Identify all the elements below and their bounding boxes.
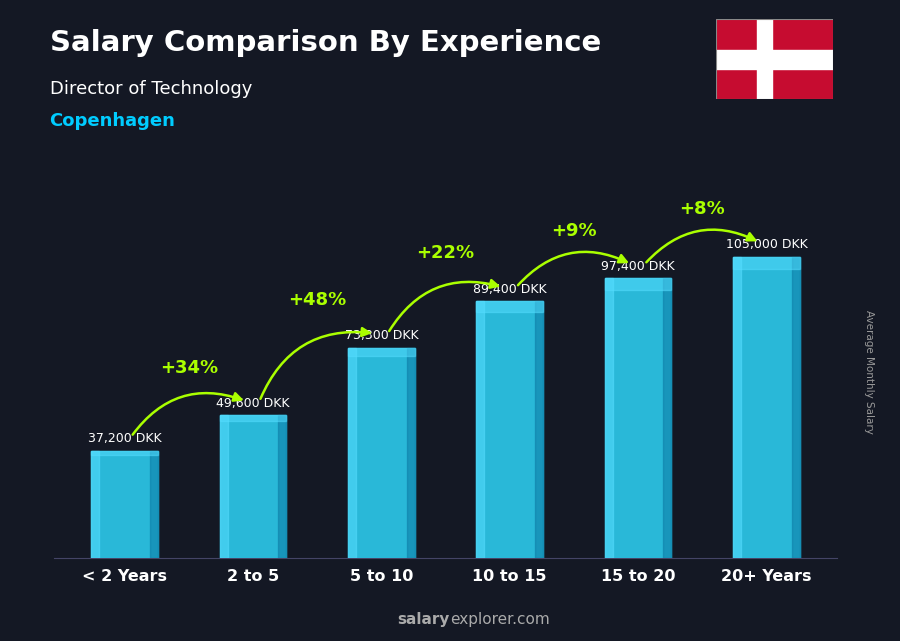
Text: 37,200 DKK: 37,200 DKK bbox=[88, 433, 161, 445]
Text: Director of Technology: Director of Technology bbox=[50, 80, 252, 98]
Bar bbox=[733, 256, 800, 269]
Bar bbox=[220, 415, 286, 558]
Bar bbox=[348, 347, 356, 558]
Bar bbox=[605, 278, 613, 558]
Bar bbox=[220, 415, 286, 421]
Bar bbox=[535, 301, 543, 558]
Bar bbox=[476, 301, 543, 312]
Text: Copenhagen: Copenhagen bbox=[50, 112, 176, 130]
Text: Average Monthly Salary: Average Monthly Salary bbox=[863, 310, 874, 434]
Bar bbox=[733, 256, 741, 558]
Text: +34%: +34% bbox=[159, 358, 218, 376]
Bar bbox=[792, 256, 800, 558]
Bar bbox=[407, 347, 415, 558]
Bar bbox=[733, 256, 800, 558]
Text: +9%: +9% bbox=[551, 222, 597, 240]
Bar bbox=[476, 301, 484, 558]
Bar bbox=[278, 415, 286, 558]
Text: 97,400 DKK: 97,400 DKK bbox=[601, 260, 675, 273]
Text: 89,400 DKK: 89,400 DKK bbox=[472, 283, 546, 296]
Bar bbox=[150, 451, 158, 558]
Text: 73,300 DKK: 73,300 DKK bbox=[345, 329, 418, 342]
Bar bbox=[91, 451, 99, 558]
Text: +48%: +48% bbox=[288, 290, 346, 308]
Bar bbox=[757, 19, 772, 99]
Bar bbox=[220, 415, 228, 558]
Text: salary: salary bbox=[398, 612, 450, 627]
Bar bbox=[348, 347, 415, 356]
Text: +8%: +8% bbox=[680, 200, 725, 218]
Bar bbox=[348, 347, 415, 558]
Bar bbox=[91, 451, 158, 455]
Text: 49,600 DKK: 49,600 DKK bbox=[216, 397, 290, 410]
Text: +22%: +22% bbox=[417, 244, 474, 262]
Text: Salary Comparison By Experience: Salary Comparison By Experience bbox=[50, 29, 601, 57]
Bar bbox=[605, 278, 671, 558]
Bar bbox=[605, 278, 671, 290]
Bar bbox=[716, 50, 832, 69]
Text: explorer.com: explorer.com bbox=[450, 612, 550, 627]
Bar bbox=[663, 278, 671, 558]
Bar bbox=[476, 301, 543, 558]
Bar bbox=[91, 451, 158, 558]
Text: 105,000 DKK: 105,000 DKK bbox=[725, 238, 807, 251]
